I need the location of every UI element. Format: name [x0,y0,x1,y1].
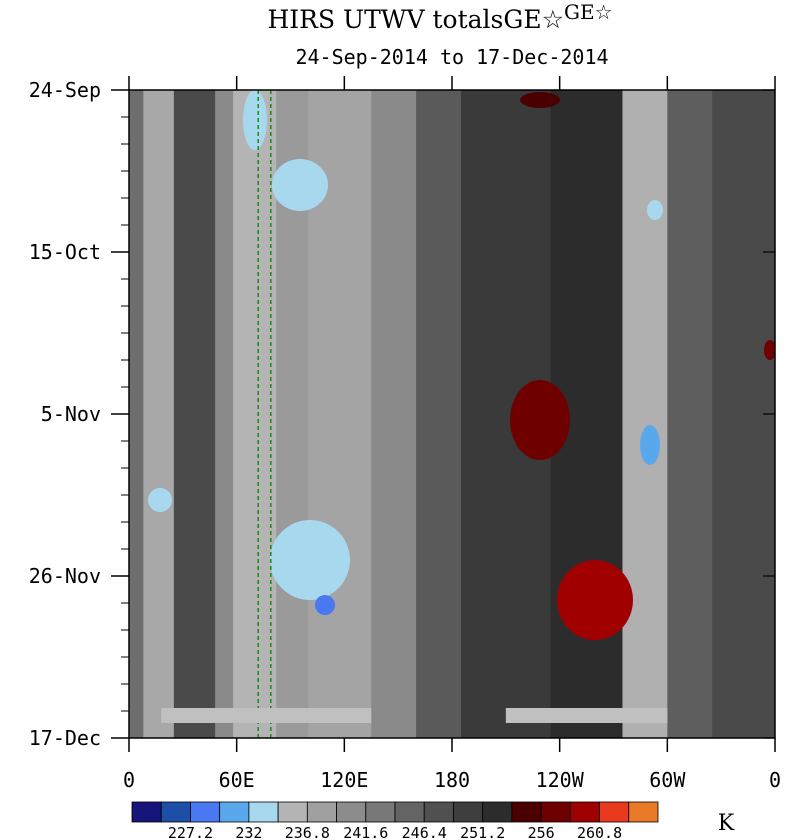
x-tick-label: 120E [320,768,368,792]
contour-band [371,90,417,738]
contour-band [233,90,277,738]
plot-area [128,89,776,739]
colorbar-swatch [599,801,630,823]
colorbar-label: 260.8 [577,824,622,840]
contour-patch [243,90,267,150]
colorbar-swatch [160,801,191,823]
colorbar-label: 232 [235,824,262,840]
colorbar-swatch [482,801,513,823]
contour-patch [272,159,328,211]
contour-band [416,90,462,738]
colorbar-label: 256 [528,824,555,840]
title-superscript: GE☆ [564,0,613,24]
colorbar: 227.2 232 236.8 241.6 246.4 251.2 256 260.8 [131,801,659,840]
colorbar-swatch [511,801,542,823]
colorbar-swatch [540,801,571,823]
x-axis: 0 60E 120E 180 120W 60W 0 [123,76,781,792]
contour-band [667,90,713,738]
x-tick-label: 120W [536,768,585,792]
colorbar-label: 251.2 [460,824,505,840]
missing-data-bar [161,708,372,723]
contour-band [143,90,175,738]
contour-patch [270,520,350,600]
contour-patch [315,595,335,615]
colorbar-swatch [131,801,162,823]
colorbar-label: 236.8 [285,824,330,840]
chart-title: HIRS UTWV totalsGE☆GE☆ [267,0,612,34]
contour-band [622,90,668,738]
colorbar-swatch [336,801,367,823]
colorbar-swatch [423,801,454,823]
contour-band [215,90,234,738]
y-tick-label: 5-Nov [41,402,101,426]
colorbar-swatch [569,801,600,823]
missing-data-bar [505,708,668,723]
y-axis: 24-Sep 15-Oct 5-Nov 26-Nov 17-Dec [29,78,775,750]
y-tick-label: 17-Dec [29,726,101,750]
colorbar-swatch [453,801,484,823]
title-main: HIRS UTWV totalsGE☆ [267,5,564,34]
contour-band [129,90,144,738]
contour-patch [148,488,172,512]
contour-band [173,90,216,738]
chart-subtitle: 24-Sep-2014 to 17-Dec-2014 [295,45,608,69]
colorbar-swatch [365,801,396,823]
contour-patch [647,200,663,220]
colorbar-swatch [306,801,337,823]
colorbar-swatch [248,801,279,823]
contour-patch [764,340,775,360]
colorbar-swatch [394,801,425,823]
contour-patch [520,92,560,108]
colorbar-label: 246.4 [402,824,447,840]
x-tick-label: 180 [434,768,470,792]
contour-patch [510,380,570,460]
y-tick-label: 26-Nov [29,564,101,588]
x-tick-label: 60E [219,768,255,792]
colorbar-label: 227.2 [168,824,213,840]
colorbar-swatch [277,801,308,823]
reference-lines [257,90,272,738]
contour-patch [557,560,633,640]
y-tick-label: 24-Sep [29,78,101,102]
x-tick-label: 0 [769,768,781,792]
colorbar-swatch [628,801,659,823]
missing-data-bars [161,708,668,723]
contour-patch [640,425,660,465]
colorbar-unit: K [718,811,735,836]
colorbar-swatch [190,801,221,823]
colorbar-swatch [219,801,250,823]
contour-field [129,90,775,738]
colorbar-label: 241.6 [343,824,388,840]
x-tick-label: 60W [649,768,686,792]
x-tick-label: 0 [123,768,135,792]
y-tick-label: 15-Oct [29,240,101,264]
